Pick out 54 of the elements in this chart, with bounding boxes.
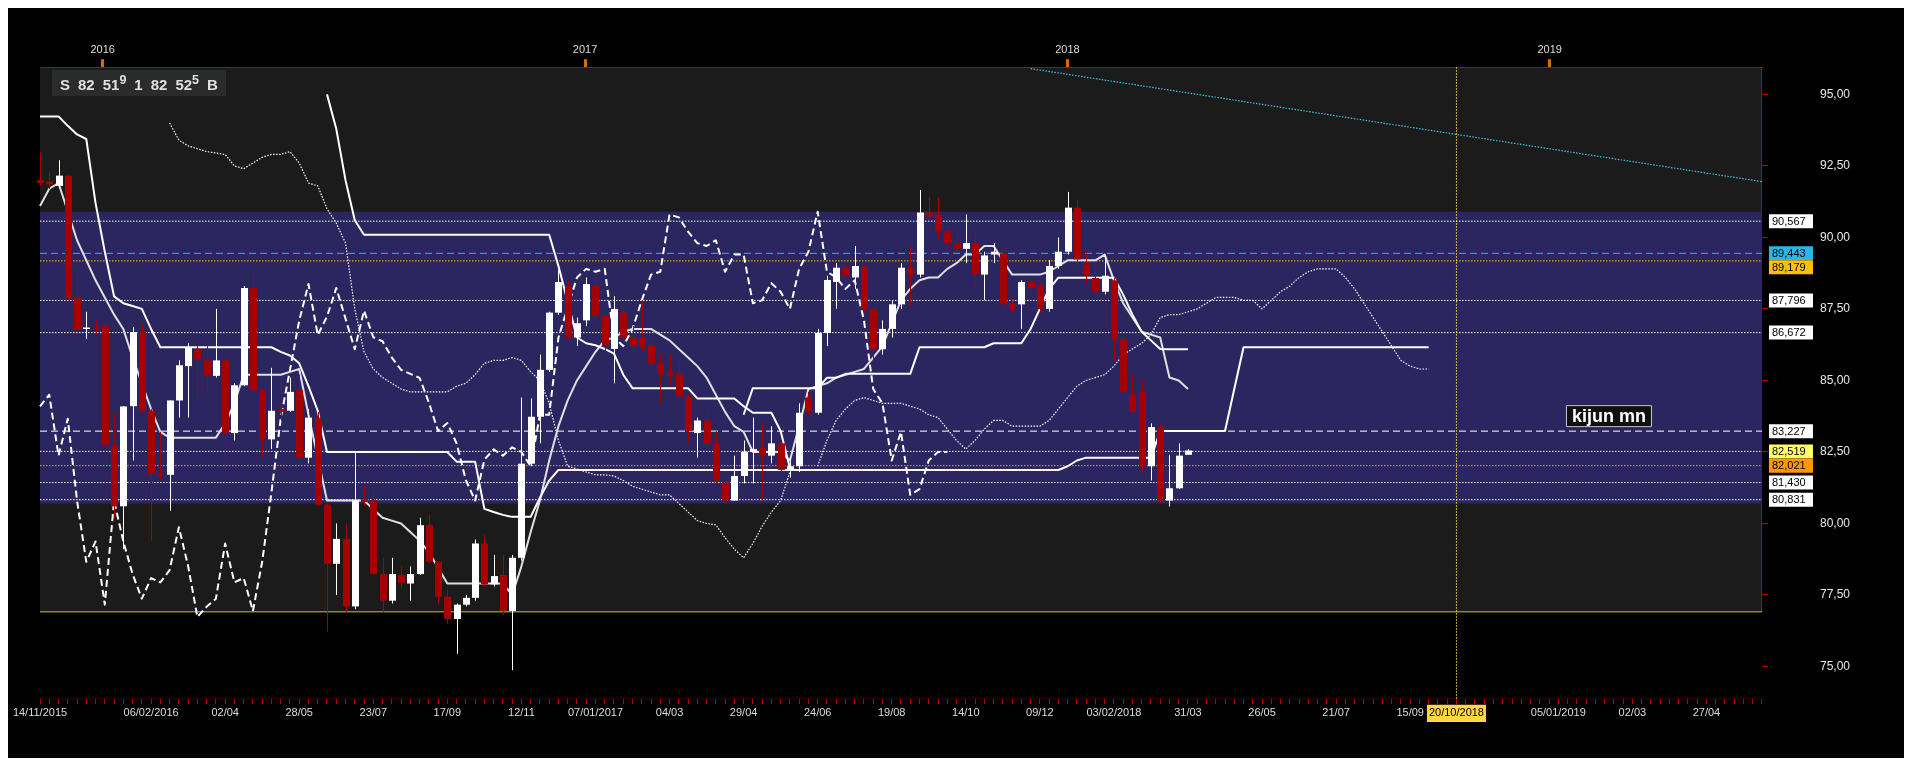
x-tick-label: 15/09	[1396, 706, 1424, 719]
x-tick-label: 04/03	[655, 706, 684, 719]
x2-tick-label: 2016	[90, 42, 115, 55]
x2-tick-label: 2018	[1055, 42, 1080, 55]
x-tick-label: 02/04	[211, 706, 239, 719]
annotation: B	[207, 76, 218, 93]
annotation: 1	[134, 76, 143, 93]
ref-line-label: 86,672	[1771, 326, 1806, 339]
y-tick-label: 82,50	[1819, 444, 1851, 459]
ref-line-label: 89,179	[1771, 260, 1806, 273]
x-tick-label: 05/01/2019	[1530, 706, 1586, 719]
x-tick-label: 26/05	[1248, 706, 1276, 719]
x-tick-label: 09/12	[1026, 706, 1054, 719]
annotation: kijun mn	[1571, 406, 1646, 427]
annotation: 82	[78, 76, 95, 93]
x-tick-label: 06/02/2016	[123, 706, 179, 719]
x-tick-label: 27/04	[1692, 706, 1721, 719]
y-tick-label: 80,00	[1819, 515, 1851, 530]
x-tick-label: 14/10	[952, 706, 980, 719]
y-tick-label: 75,00	[1819, 658, 1851, 673]
ref-line-label: 89,443	[1771, 246, 1806, 259]
x-tick-label: 24/06	[803, 706, 832, 719]
y-tick-label: 90,00	[1819, 229, 1851, 244]
ref-line-label: 87,796	[1771, 293, 1806, 306]
ref-line-label: 82,021	[1771, 459, 1806, 472]
ref-line-label: 81,430	[1771, 476, 1806, 489]
x-tick-label: 12/11	[508, 706, 535, 719]
y-tick-label: 85,00	[1819, 372, 1851, 387]
x-tick-label: 07/01/2017	[567, 706, 624, 719]
x-tick-label: 03/02/2018	[1086, 706, 1142, 719]
annotation: 51$^{9}$	[102, 73, 127, 93]
x-tick-label: 20/10/2018	[1428, 706, 1484, 719]
ref-line-label: 80,831	[1771, 493, 1806, 506]
x-tick-label: 28/05	[285, 706, 313, 719]
ref-line-label: 90,567	[1771, 214, 1806, 227]
x-tick-label: 21/07	[1322, 706, 1350, 719]
y-tick-label: 87,50	[1819, 301, 1851, 316]
ref-line-label: 82,519	[1771, 444, 1806, 457]
annotation: 82	[150, 76, 168, 93]
y-tick-label: 92,50	[1819, 158, 1851, 173]
ref-line-label: 83,227	[1771, 424, 1806, 437]
x2-tick-label: 2017	[572, 42, 598, 55]
annotation: 52$^{5}$	[175, 73, 200, 93]
x-tick-label: 02/03	[1618, 706, 1647, 719]
x-tick-label: 17/09	[433, 706, 462, 719]
x-tick-label: 29/04	[729, 706, 758, 719]
x2-tick-label: 2019	[1537, 42, 1562, 55]
y-tick-label: 77,50	[1819, 587, 1851, 602]
x-tick-label: 14/11/2015	[12, 706, 68, 719]
y-tick-label: 95,00	[1819, 86, 1851, 101]
annotation: S	[60, 76, 71, 93]
x-tick-label: 19/08	[877, 706, 906, 719]
x-tick-label: 23/07	[359, 706, 388, 719]
x-tick-label: 31/03	[1174, 706, 1202, 719]
